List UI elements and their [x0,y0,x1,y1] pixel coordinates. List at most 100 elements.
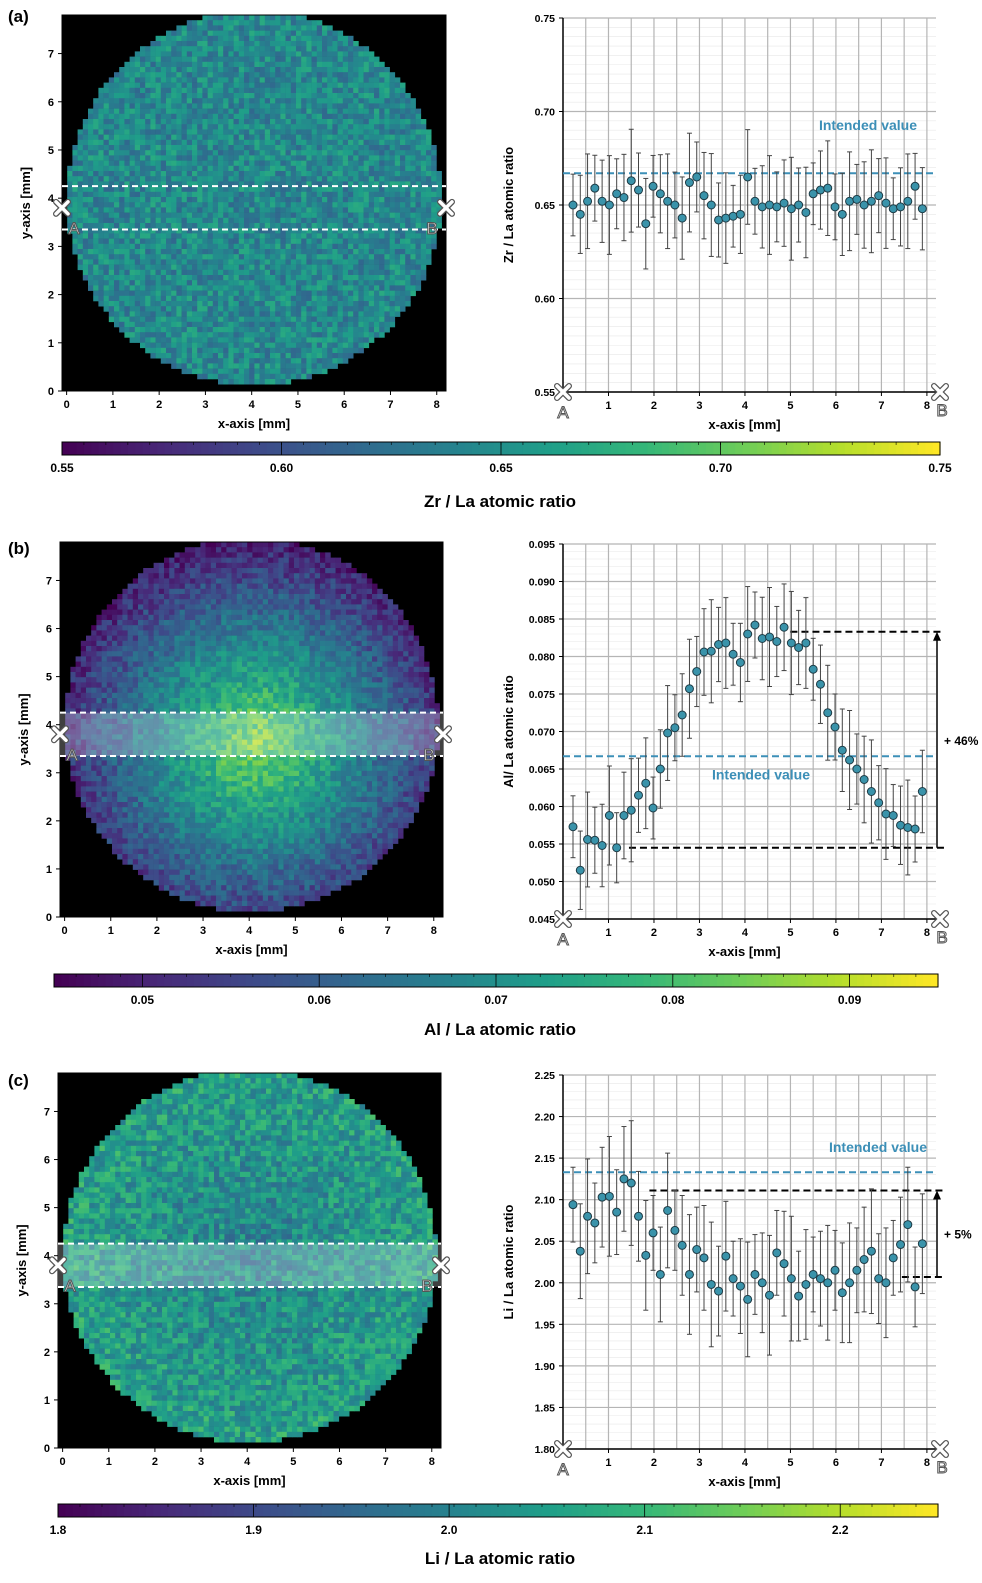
map-pixel [363,98,370,104]
map-pixel [93,275,99,281]
map-pixel [254,72,260,78]
colorbar-segment [259,442,268,455]
map-pixel [259,61,266,68]
map-pixel [171,67,177,73]
map-pixel [426,191,432,198]
map-pixel [353,295,359,302]
map-pixel [301,20,307,26]
map-pixel [394,306,401,312]
map-pixel [384,301,390,307]
map-pixel [247,573,253,579]
map-pixel [316,165,323,172]
map-pixel [320,557,326,564]
map-pixel [368,51,375,57]
map-pixel [351,568,357,574]
map-pixel [290,56,297,63]
data-point [684,178,694,188]
map-pixel [348,207,354,213]
map-pixel [264,15,271,21]
map-pixel [254,306,260,312]
map-pixel [374,108,380,115]
map-pixel [394,134,401,141]
map-pixel [290,358,297,364]
map-pixel [171,233,177,239]
tick-label: 4 [742,400,749,412]
map-pixel [322,306,328,312]
data-point [786,204,796,214]
map-pixel [202,145,208,151]
map-pixel [218,165,224,172]
map-pixel [389,217,396,224]
map-pixel [103,145,110,151]
map-pixel [436,171,442,177]
map-pixel [186,155,193,161]
map-pixel [166,155,172,161]
map-pixel [264,347,271,354]
map-pixel [228,176,234,182]
map-pixel [400,82,406,89]
map-pixel [171,30,177,37]
map-pixel [254,129,260,135]
map-pixel [296,249,302,255]
map-pixel [249,212,255,219]
map-pixel [119,321,125,328]
map-pixel [124,113,130,120]
map-pixel [384,113,390,120]
map-pixel [342,306,349,312]
map-pixel [134,223,141,229]
map-pixel [169,588,175,595]
colorbar-segment [530,442,539,455]
tick-label: 3 [696,400,702,412]
map-pixel [145,228,151,234]
colorbar-segment [559,442,568,455]
map-pixel [119,197,125,203]
map-pixel [98,207,104,213]
map-pixel [192,280,198,286]
map-pixel [98,186,104,193]
map-pixel [405,186,411,193]
map-pixel [218,207,224,213]
map-pixel [254,280,260,286]
map-pixel [228,51,234,57]
map-pixel [285,342,292,349]
map-pixel [181,202,188,208]
map-pixel [238,41,245,47]
map-pixel [212,295,219,302]
map-pixel [322,285,328,291]
map-pixel [181,363,188,369]
map-pixel [309,573,316,579]
map-pixel [280,129,286,135]
map-pixel [342,254,349,260]
map-pixel [150,119,156,125]
map-pixel [184,547,191,553]
map-pixel [275,275,281,281]
map-pixel [262,562,269,569]
colorbar-segment [83,442,92,455]
map-pixel [202,217,208,224]
map-pixel [93,145,99,151]
map-pixel [166,269,172,276]
map-pixel [368,87,375,94]
map-pixel [348,321,354,328]
map-pixel [394,160,401,167]
map-pixel [93,119,99,125]
map-pixel [181,186,188,193]
map-pixel [176,67,182,73]
map-pixel [306,113,312,120]
map-pixel [285,217,292,224]
map-pixel [431,176,437,182]
map-pixel [155,191,162,198]
map-pixel [72,160,78,167]
map-pixel [275,207,281,213]
map-pixel [280,72,286,78]
map-pixel [186,311,193,317]
map-pixel [368,311,375,317]
map-pixel [348,150,354,156]
map-pixel [259,46,266,52]
map-pixel [140,77,146,83]
map-pixel [238,327,245,333]
map-pixel [306,87,312,94]
map-pixel [280,134,286,141]
map-pixel [114,108,120,115]
map-pixel [77,176,84,182]
